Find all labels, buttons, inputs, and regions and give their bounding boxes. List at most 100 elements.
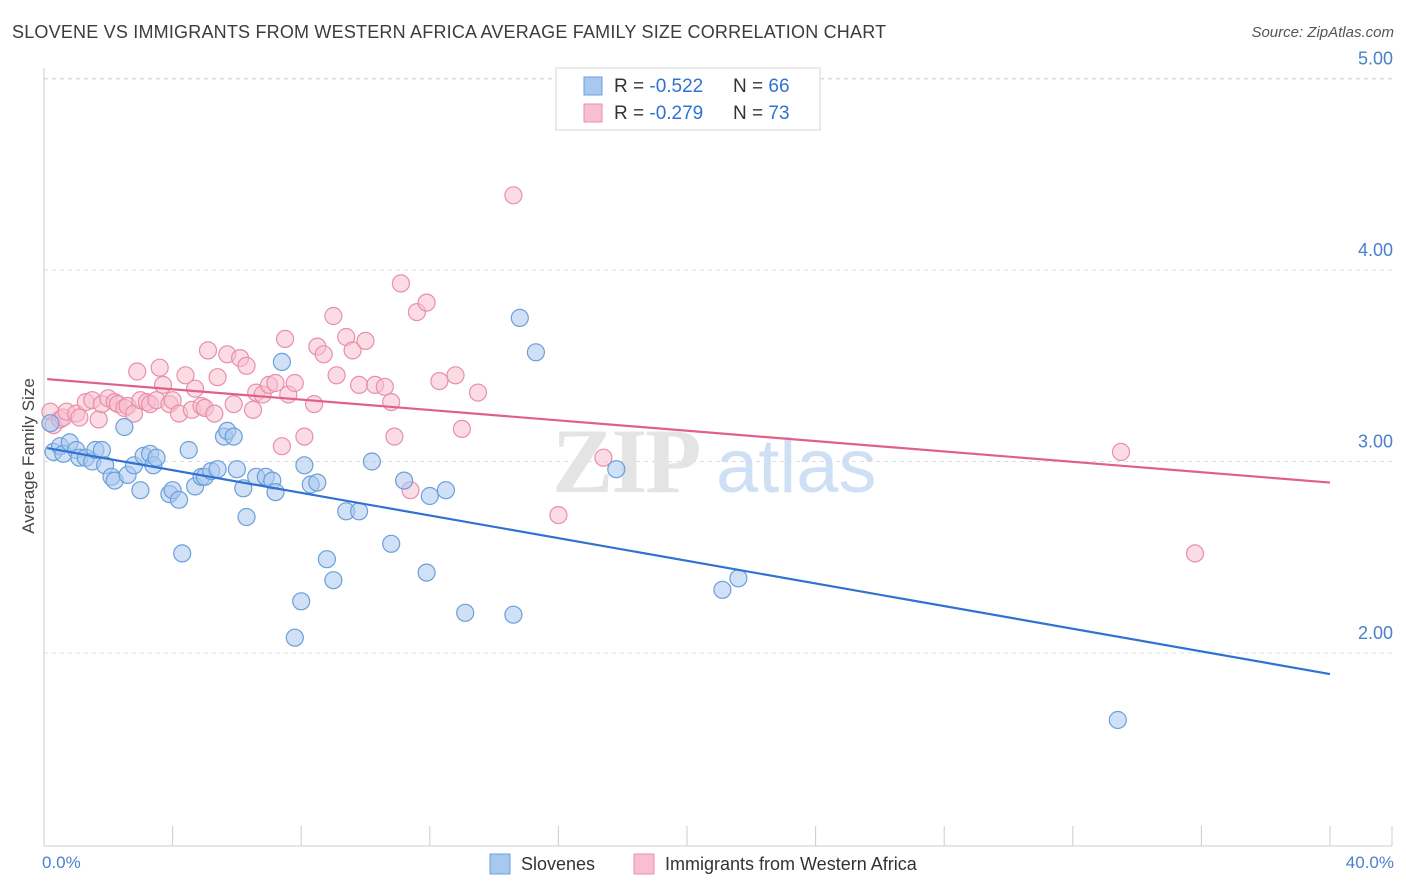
slovenes-point	[362, 452, 381, 471]
bottom-legend-label-pink: Immigrants from Western Africa	[665, 854, 918, 874]
western-africa-point	[186, 379, 205, 398]
western-africa-point	[324, 306, 343, 326]
slovenes-point	[729, 569, 748, 588]
bottom-legend-swatch-blue	[489, 853, 511, 875]
slovenes-point	[382, 534, 401, 553]
slovenes-point	[420, 486, 439, 506]
western-africa-point	[295, 427, 314, 446]
western-africa-point	[276, 329, 295, 348]
slovenes-point	[41, 414, 60, 433]
slovenes-point	[713, 580, 732, 599]
western-africa-point	[285, 373, 304, 393]
slovenes-point	[147, 448, 166, 467]
slovenes-point	[272, 352, 291, 371]
slovenes-point	[295, 456, 314, 475]
slovenes-point	[456, 603, 475, 622]
slovenes-point	[395, 471, 414, 490]
pink-series-points	[41, 186, 1205, 563]
western-africa-point	[128, 362, 147, 381]
western-africa-point	[1185, 544, 1205, 563]
western-africa-point	[70, 408, 89, 427]
western-africa-point	[150, 358, 169, 377]
slovenes-point	[417, 563, 436, 582]
slovenes-point	[285, 628, 304, 647]
western-africa-point	[1111, 442, 1131, 461]
y-tick-label: 4.00	[1358, 240, 1393, 260]
western-africa-point	[153, 375, 173, 394]
western-africa-point	[391, 274, 410, 293]
y-tick-label: 5.00	[1358, 49, 1393, 69]
western-africa-point	[417, 293, 436, 312]
legend-swatch-pink	[583, 103, 603, 123]
chart-title: SLOVENE VS IMMIGRANTS FROM WESTERN AFRIC…	[12, 22, 887, 42]
western-africa-point	[452, 419, 471, 438]
x-tick-label-max: 40.0%	[1346, 853, 1394, 872]
correlation-legend: R = -0.522 N = 66 R = -0.279 N = 73	[555, 67, 821, 131]
legend-n-value-blue: 66	[768, 76, 789, 97]
slovenes-point	[317, 550, 336, 569]
axes: 2.00 3.00 4.00 5.00	[43, 49, 1393, 847]
x-tick-label-min: 0.0%	[42, 853, 81, 872]
y-axis-label: Average Family Size	[19, 378, 38, 534]
western-africa-point	[446, 366, 465, 385]
western-africa-point	[504, 186, 523, 205]
slovenes-point	[115, 417, 134, 437]
slovenes-point	[227, 460, 246, 479]
svg-text:R = -0.279 N = 73: R = -0.279 N = 73	[614, 103, 790, 124]
slovenes-point	[237, 507, 256, 527]
western-africa-point	[549, 505, 568, 525]
y-tick-label: 3.00	[1358, 432, 1393, 452]
western-africa-point	[208, 368, 227, 387]
western-africa-point	[243, 400, 263, 419]
western-africa-point	[430, 372, 449, 391]
trendlines	[47, 378, 1331, 676]
slovenes-point	[436, 481, 455, 500]
watermark-zip: ZIP	[552, 410, 699, 512]
western-africa-point	[305, 395, 324, 414]
watermark-atlas: atlas	[716, 424, 877, 509]
svg-text:R = -0.522 N = 66: R = -0.522 N = 66	[614, 76, 790, 97]
western-africa-point	[205, 404, 224, 423]
western-africa-point	[89, 410, 108, 429]
slovenes-point	[510, 308, 529, 327]
y-tick-label: 2.00	[1358, 623, 1393, 643]
slovenes-point	[504, 605, 523, 624]
legend-n-value-pink: 73	[768, 103, 789, 124]
source-credit: Source: ZipAtlas.com	[1251, 24, 1394, 41]
western-africa-point	[327, 366, 346, 385]
western-africa-point	[224, 395, 243, 414]
western-africa-point	[272, 437, 291, 456]
western-africa-point	[343, 341, 362, 360]
legend-r-value-blue: -0.522	[649, 76, 703, 97]
western-africa-point	[198, 341, 218, 360]
legend-n-label-blue: N =	[733, 76, 768, 97]
western-africa-point	[350, 375, 369, 394]
bottom-legend-swatch-pink	[633, 853, 655, 875]
slovenes-point	[179, 440, 198, 460]
slovenes-point	[308, 473, 327, 492]
slovenes-point	[208, 460, 227, 479]
series-legend: Slovenes Immigrants from Western Africa	[489, 853, 918, 875]
slovenes-point	[224, 427, 243, 446]
slovenes-point	[607, 460, 626, 479]
western-africa-trendline	[47, 378, 1331, 484]
western-africa-point	[176, 366, 195, 385]
western-africa-point	[468, 383, 488, 402]
slovenes-point	[324, 571, 343, 590]
western-africa-point	[356, 331, 375, 350]
western-africa-point	[314, 345, 333, 364]
western-africa-point	[594, 448, 613, 467]
slovenes-point	[292, 592, 311, 611]
legend-r-label-pink: R =	[614, 103, 649, 124]
slovenes-point	[350, 502, 369, 521]
slovenes-point	[169, 490, 189, 509]
slovenes-point	[526, 343, 546, 362]
legend-r-label-blue: R =	[614, 76, 649, 97]
western-africa-point	[375, 377, 394, 396]
western-africa-point	[237, 356, 256, 375]
slovenes-point	[173, 544, 192, 563]
western-africa-point	[385, 427, 404, 446]
legend-swatch-blue	[583, 76, 603, 96]
slovenes-point	[1108, 710, 1127, 730]
